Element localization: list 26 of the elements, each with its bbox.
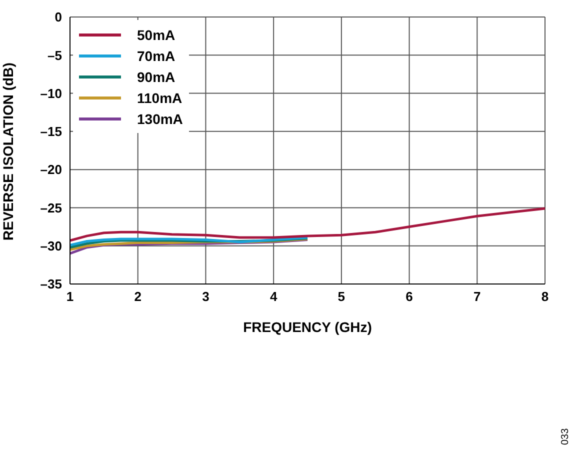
y-tick-label: –20	[40, 162, 62, 178]
y-tick-label: –25	[40, 200, 62, 216]
legend-label: 130mA	[137, 110, 183, 126]
y-axis-title: REVERSE ISOLATION (dB)	[0, 62, 16, 240]
x-tick-label: 6	[406, 289, 413, 304]
legend-label: 70mA	[137, 48, 176, 64]
x-tick-label: 7	[474, 289, 481, 304]
x-tick-label: 5	[338, 289, 346, 304]
line-series	[70, 207, 545, 242]
y-tick-label: –35	[40, 276, 62, 292]
legend-label: 90mA	[137, 68, 176, 84]
y-tick-label: –15	[40, 124, 62, 140]
x-axis-title: FREQUENCY (GHz)	[243, 319, 372, 335]
x-tick-label: 2	[134, 289, 142, 304]
legend-label: 110mA	[137, 90, 182, 106]
y-tick-label: –10	[40, 86, 62, 101]
x-tick-label: 1	[66, 289, 74, 304]
legend-label: 50mA	[137, 26, 176, 42]
y-tick-label: –5	[48, 48, 62, 63]
text: 033	[560, 428, 571, 445]
x-tick-label: 3	[202, 289, 210, 304]
y-tick-label: 0	[54, 10, 62, 25]
line-series	[70, 236, 309, 246]
x-tick-label: 8	[541, 289, 549, 304]
x-tick-label: 4	[270, 289, 278, 304]
y-tick-label: –30	[40, 238, 62, 254]
